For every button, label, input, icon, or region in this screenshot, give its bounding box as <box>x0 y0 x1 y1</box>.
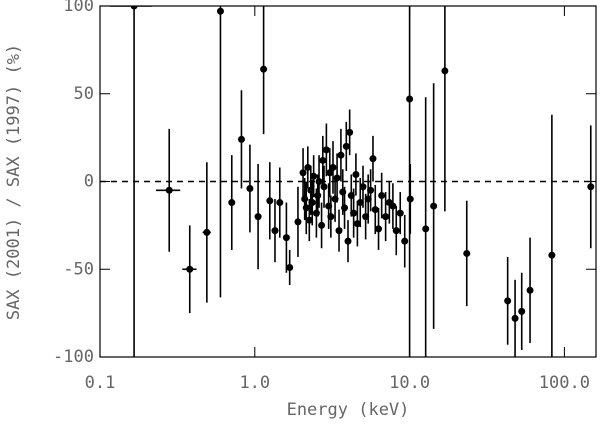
x-tick-label: 1.0 <box>239 373 270 393</box>
data-point <box>186 265 194 273</box>
data-point <box>337 151 345 159</box>
data-point <box>350 209 358 217</box>
data-point <box>318 221 326 229</box>
data-point <box>294 218 302 226</box>
data-point <box>326 169 334 177</box>
data-point <box>430 202 438 210</box>
data-point <box>371 206 379 214</box>
data-point <box>422 225 430 233</box>
data-point <box>228 199 236 207</box>
data-point <box>260 65 268 73</box>
data-point <box>165 186 173 194</box>
data-point <box>401 237 409 245</box>
data-point <box>335 227 343 235</box>
y-tick-label: -50 <box>63 259 94 279</box>
plot-layer: 0.1 1.0 10.0 100.0 -100 -50 0 50 100 <box>53 0 596 393</box>
data-point <box>333 174 341 182</box>
data-point <box>548 251 556 259</box>
data-point <box>271 227 279 235</box>
data-point <box>216 7 224 15</box>
data-point <box>369 155 377 163</box>
y-tick-label: 100 <box>63 0 94 16</box>
y-tick-label: 0 <box>84 172 94 192</box>
data-point <box>308 199 316 207</box>
data-point <box>315 178 323 185</box>
data-point <box>254 213 262 221</box>
data-point <box>356 199 364 207</box>
data-point <box>382 213 390 221</box>
data-point <box>352 170 360 178</box>
data-point <box>304 163 312 171</box>
data-point <box>286 263 294 271</box>
data-point <box>327 213 335 221</box>
data-point <box>341 204 349 212</box>
data-point <box>392 227 400 235</box>
data-point <box>396 209 404 217</box>
data-point <box>526 286 534 294</box>
data-point <box>266 197 274 205</box>
y-tick-label: 50 <box>74 84 94 104</box>
data-point <box>130 6 138 10</box>
y-axis-label: SAX (2001) / SAX (1997) (%) <box>4 44 24 320</box>
data-point <box>406 195 414 203</box>
data-point <box>367 186 375 194</box>
y-tick-label: -100 <box>53 347 94 367</box>
marks <box>100 6 596 357</box>
data-point <box>302 204 310 212</box>
data-point <box>389 202 397 210</box>
data-point <box>320 183 328 191</box>
data-point <box>441 67 449 75</box>
data-point <box>378 192 386 200</box>
x-axis-label: Energy (keV) <box>287 400 410 420</box>
data-point <box>587 183 595 191</box>
x-tick-label: 0.1 <box>85 373 116 393</box>
data-point <box>246 185 254 193</box>
data-point <box>299 169 307 177</box>
data-point <box>319 156 327 164</box>
data-point <box>329 163 337 171</box>
data-point <box>406 95 414 103</box>
data-point <box>504 297 512 305</box>
data-point <box>518 307 526 315</box>
data-point <box>312 209 320 217</box>
data-point <box>203 228 211 236</box>
data-point <box>282 234 290 242</box>
data-point <box>344 237 352 245</box>
data-point <box>301 195 309 203</box>
plot-frame <box>99 5 597 358</box>
data-point <box>237 135 245 143</box>
data-point <box>359 183 367 191</box>
data-point <box>375 225 383 233</box>
data-point <box>346 128 354 136</box>
x-tick-label: 10.0 <box>389 373 430 393</box>
data-point <box>314 192 322 200</box>
data-point <box>342 142 350 150</box>
data-point <box>353 220 361 228</box>
data-point <box>305 216 313 224</box>
data-point <box>310 172 318 180</box>
data-point <box>511 314 519 322</box>
data-point <box>276 199 284 207</box>
x-tick-label: 100.0 <box>539 373 590 393</box>
data-point <box>322 146 330 154</box>
data-point <box>463 249 471 257</box>
